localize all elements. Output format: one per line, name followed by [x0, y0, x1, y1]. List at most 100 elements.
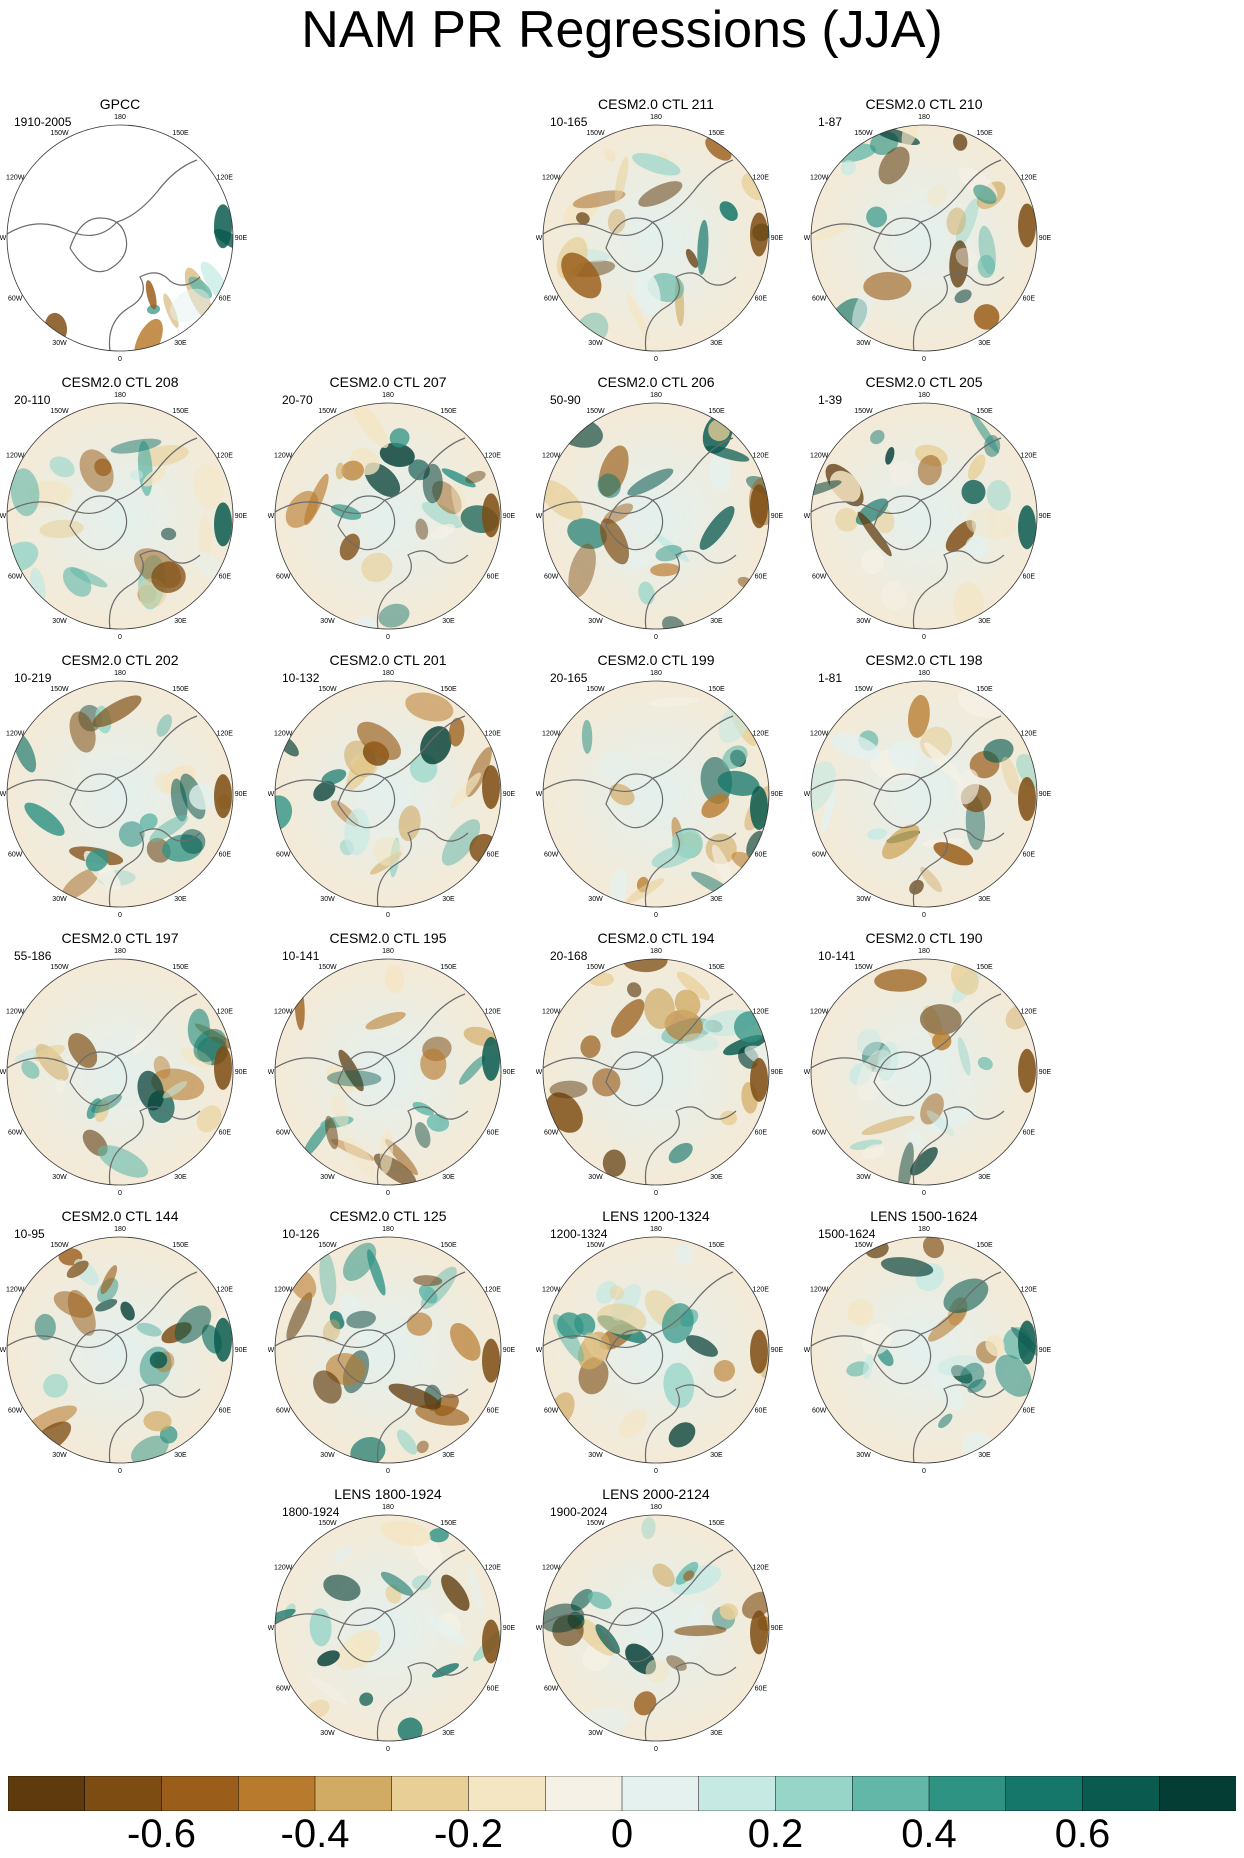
longitude-label: 0 — [118, 912, 122, 919]
longitude-label: 150E — [976, 130, 993, 137]
anomaly-patch — [27, 1405, 77, 1432]
anomaly-patch — [959, 1362, 985, 1389]
anomaly-patch — [717, 770, 760, 796]
longitude-label: 180 — [918, 670, 930, 677]
colorbar-swatch — [1082, 1776, 1160, 1811]
anomaly-patch — [567, 518, 607, 550]
longitude-label: 150W — [854, 686, 873, 693]
anomaly-patch — [275, 1608, 296, 1626]
anomaly-patch — [627, 468, 674, 496]
anomaly-patch — [465, 470, 486, 484]
panel-year-range: 10-141 — [818, 949, 856, 963]
anomaly-patch — [953, 133, 968, 151]
colorbar-swatch — [928, 1776, 1007, 1811]
panel-year-range: 1500-1624 — [818, 1227, 876, 1241]
polar-map: 180 150E 120E 90E 60E 30E 0 30W 60W 90W 120W 150W — [536, 1504, 784, 1753]
map-panel: 180 150E 120E 90E 60E 30E 0 30W 60W 90W 120W 150W CE… — [804, 96, 1064, 374]
anomaly-patch — [94, 458, 112, 477]
longitude-label: 150E — [708, 964, 725, 971]
coastline — [108, 550, 201, 629]
colorbar-swatch — [468, 1776, 546, 1811]
panel-year-range: 10-95 — [14, 1227, 45, 1241]
longitude-label: 180 — [382, 670, 394, 677]
longitude-label: 120E — [217, 1287, 234, 1294]
anomaly-patch — [596, 1280, 617, 1304]
anomaly-patch — [450, 772, 482, 808]
anomaly-patch — [722, 745, 748, 769]
longitude-label: 120E — [753, 1565, 770, 1572]
longitude-label: 90E — [503, 1347, 516, 1354]
anomaly-patch — [861, 1115, 915, 1136]
longitude-label: 90W — [268, 791, 275, 798]
panel-year-range: 20-70 — [282, 393, 313, 407]
map-panel: 180 150E 120E 90E 60E 30E 0 30W 60W 90W 120W 150W CE… — [0, 652, 260, 930]
coastline — [376, 1662, 469, 1741]
anomaly-patch — [24, 802, 65, 836]
anomaly-patch — [137, 1070, 164, 1111]
longitude-label: 30W — [856, 896, 871, 903]
polar-map: 180 150E 120E 90E 60E 30E 0 30W 60W 90W 120W 150W — [536, 392, 784, 641]
longitude-label: 90E — [235, 513, 248, 520]
map-panel: 180 150E 120E 90E 60E 30E 0 30W 60W 90W 120W 150W LE… — [268, 1486, 528, 1764]
map-boundary — [274, 1514, 502, 1742]
longitude-label: 60W — [8, 1130, 23, 1137]
longitude-label: 120W — [6, 731, 25, 738]
longitude-label: 120W — [274, 1009, 293, 1016]
longitude-label: 60W — [8, 1408, 23, 1415]
panel-year-range: 20-110 — [14, 393, 51, 407]
coastline — [912, 550, 1005, 629]
anomaly-patch — [482, 765, 500, 810]
anomaly-patch — [343, 1136, 376, 1177]
map-boundary — [542, 680, 770, 908]
anomaly-patch — [583, 1332, 609, 1362]
anomaly-patch — [378, 603, 410, 628]
longitude-label: 0 — [118, 356, 122, 363]
anomaly-patch — [441, 1574, 470, 1611]
anomaly-patch — [418, 1285, 438, 1304]
map-boundary — [6, 402, 234, 630]
longitude-label: 60E — [755, 574, 768, 581]
anomaly-patch — [214, 774, 232, 819]
longitude-label: 90E — [1039, 1347, 1052, 1354]
longitude-label: 150W — [854, 1242, 873, 1249]
panel-year-range: 1910-2005 — [14, 115, 72, 129]
anomaly-patch — [901, 125, 920, 149]
anomaly-patch — [331, 1093, 349, 1129]
colorbar-swatch — [775, 1776, 853, 1811]
map-panel: 180 150E 120E 90E 60E 30E 0 30W 60W 90W 120W 150W CE… — [536, 374, 796, 652]
longitude-label: 30W — [856, 1452, 871, 1459]
anomaly-patch — [933, 842, 974, 866]
anomaly-patch — [136, 1322, 162, 1337]
panel-year-range: 10-141 — [282, 949, 320, 963]
anomaly-patch — [664, 1009, 703, 1042]
panel-title: CESM2.0 CTL 208 — [61, 374, 179, 390]
anomaly-patch — [750, 1057, 768, 1102]
anomaly-patch — [458, 1055, 486, 1085]
colorbar-swatch — [621, 1776, 700, 1811]
anomaly-patch — [648, 696, 700, 707]
anomaly-patch — [129, 469, 144, 481]
anomaly-patch — [685, 1335, 718, 1357]
longitude-label: 90W — [536, 791, 543, 798]
anomaly-patch — [34, 1313, 56, 1341]
coastline — [69, 1329, 128, 1385]
map-boundary — [542, 958, 770, 1186]
colorbar-swatch — [314, 1776, 393, 1811]
anomaly-patch — [214, 1045, 232, 1090]
longitude-label: 0 — [654, 1190, 658, 1197]
longitude-label: 150E — [172, 686, 189, 693]
map-panel: 180 150E 120E 90E 60E 30E 0 30W 60W 90W 120W 150W CE… — [804, 374, 1064, 652]
longitude-label: 60W — [544, 852, 559, 859]
map-boundary — [274, 1236, 502, 1464]
longitude-label: 150E — [440, 686, 457, 693]
coastline — [337, 773, 396, 829]
anomaly-patch — [85, 848, 109, 872]
anomaly-patch — [954, 289, 972, 304]
longitude-label: 30E — [442, 618, 455, 625]
longitude-label: 120E — [485, 453, 502, 460]
longitude-label: 90W — [804, 1069, 811, 1076]
longitude-label: 60E — [755, 852, 768, 859]
longitude-label: 90W — [268, 1625, 275, 1632]
anomaly-patch — [654, 533, 690, 563]
anomaly-patch — [687, 1603, 706, 1632]
